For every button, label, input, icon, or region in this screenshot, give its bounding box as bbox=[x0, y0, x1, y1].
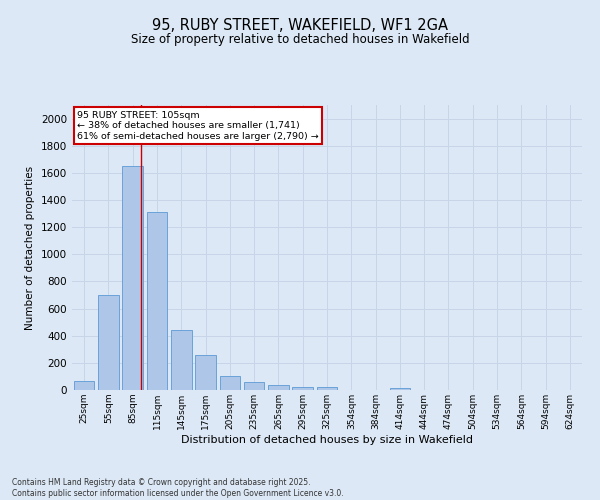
Bar bbox=[317, 388, 337, 390]
Bar bbox=[98, 295, 119, 390]
Text: 95, RUBY STREET, WAKEFIELD, WF1 2GA: 95, RUBY STREET, WAKEFIELD, WF1 2GA bbox=[152, 18, 448, 32]
Bar bbox=[171, 330, 191, 390]
Text: Size of property relative to detached houses in Wakefield: Size of property relative to detached ho… bbox=[131, 32, 469, 46]
Bar bbox=[244, 382, 265, 390]
Bar bbox=[74, 380, 94, 390]
Bar bbox=[292, 386, 313, 390]
X-axis label: Distribution of detached houses by size in Wakefield: Distribution of detached houses by size … bbox=[181, 434, 473, 444]
Text: Contains HM Land Registry data © Crown copyright and database right 2025.
Contai: Contains HM Land Registry data © Crown c… bbox=[12, 478, 344, 498]
Bar bbox=[220, 376, 240, 390]
Bar bbox=[389, 388, 410, 390]
Bar bbox=[146, 212, 167, 390]
Text: 95 RUBY STREET: 105sqm
← 38% of detached houses are smaller (1,741)
61% of semi-: 95 RUBY STREET: 105sqm ← 38% of detached… bbox=[77, 110, 319, 140]
Bar bbox=[122, 166, 143, 390]
Y-axis label: Number of detached properties: Number of detached properties bbox=[25, 166, 35, 330]
Bar bbox=[195, 356, 216, 390]
Bar bbox=[268, 385, 289, 390]
